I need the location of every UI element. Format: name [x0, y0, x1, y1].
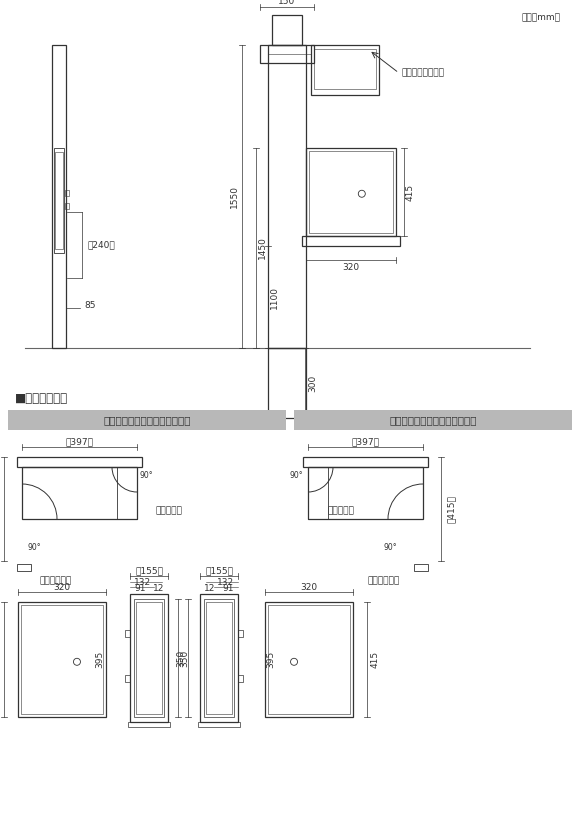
Bar [55, 152, 63, 249]
Text: 90°: 90° [383, 542, 397, 551]
Bar [206, 602, 232, 714]
Bar [268, 348, 306, 418]
Bar [265, 602, 353, 717]
Text: （397）: （397） [66, 437, 93, 446]
Bar [306, 148, 396, 236]
Bar [294, 410, 572, 430]
Bar [309, 151, 393, 233]
Text: 300: 300 [309, 374, 317, 392]
Text: 投函口フタ: 投函口フタ [155, 506, 182, 515]
Text: ステンレスサイン: ステンレスサイン [401, 68, 444, 77]
Text: 395: 395 [96, 651, 104, 668]
Bar [268, 605, 350, 714]
Text: 12: 12 [204, 584, 215, 593]
Bar [308, 467, 328, 519]
Text: （155）: （155） [135, 567, 163, 576]
Bar [17, 457, 142, 467]
Bar [18, 602, 106, 717]
Bar [260, 45, 314, 63]
Text: （240）: （240） [88, 241, 116, 250]
Bar [54, 148, 64, 253]
Text: 単位（mm）: 単位（mm） [521, 13, 560, 22]
Text: 91: 91 [223, 584, 234, 593]
Bar [65, 190, 69, 196]
Bar [308, 467, 423, 519]
Text: 415: 415 [405, 184, 415, 201]
Text: 90°: 90° [27, 542, 41, 551]
Text: 左開き（右横入れ・前取出し）: 左開き（右横入れ・前取出し） [103, 415, 191, 425]
Bar [65, 203, 69, 209]
Text: 取出し口フタ: 取出し口フタ [40, 576, 72, 585]
Text: 12: 12 [153, 584, 164, 593]
Bar [8, 410, 286, 430]
Text: 85: 85 [84, 301, 96, 310]
Text: 90°: 90° [139, 471, 153, 480]
Text: 132: 132 [134, 577, 151, 586]
Text: 350: 350 [180, 650, 190, 667]
Bar [125, 630, 130, 637]
Text: （397）: （397） [351, 437, 379, 446]
Bar [200, 594, 238, 722]
Bar [238, 630, 243, 637]
Bar [21, 605, 103, 714]
Text: 1100: 1100 [270, 285, 278, 308]
Text: ■ポストサイズ: ■ポストサイズ [15, 392, 68, 405]
Text: （415）: （415） [447, 495, 455, 523]
Text: 415: 415 [371, 651, 379, 668]
Text: 320: 320 [53, 582, 71, 592]
Bar [117, 467, 137, 519]
Bar [268, 45, 306, 348]
Bar [302, 236, 400, 246]
Text: 320: 320 [342, 263, 360, 272]
Text: 350: 350 [176, 650, 186, 667]
Bar [125, 675, 130, 681]
Text: 1450: 1450 [258, 237, 266, 259]
Text: 132: 132 [217, 577, 234, 586]
Text: 投函口フタ: 投函口フタ [328, 506, 355, 515]
Text: 取出し口フタ: 取出し口フタ [368, 576, 400, 585]
Bar [238, 675, 243, 681]
Text: 150: 150 [278, 0, 296, 7]
Bar [204, 599, 234, 717]
Bar [17, 564, 31, 571]
Bar [22, 467, 137, 519]
Bar [130, 594, 168, 722]
Text: （155）: （155） [205, 567, 233, 576]
Bar [414, 564, 428, 571]
Bar [272, 15, 302, 45]
Bar [198, 722, 240, 727]
Bar [314, 49, 376, 89]
Bar [134, 599, 164, 717]
Bar [311, 45, 379, 95]
Text: 320: 320 [300, 582, 318, 592]
Text: 91: 91 [134, 584, 146, 593]
Bar [128, 722, 170, 727]
Text: 1550: 1550 [230, 185, 238, 208]
Bar [303, 457, 428, 467]
Bar [136, 602, 162, 714]
Bar [52, 45, 66, 348]
Text: 右開き（左横入れ・前取出し）: 右開き（左横入れ・前取出し） [389, 415, 477, 425]
Text: 90°: 90° [289, 471, 303, 480]
Text: 395: 395 [266, 651, 276, 668]
